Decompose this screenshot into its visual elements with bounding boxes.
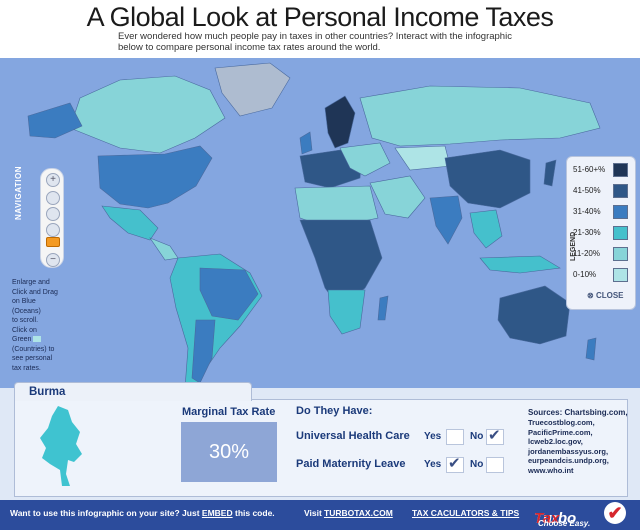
country-kazakhstan[interactable]	[394, 145, 451, 171]
detail-panel-body	[14, 399, 628, 497]
country-tab: Burma	[14, 382, 252, 401]
universal-health-care-label: Universal Health Care	[296, 430, 410, 442]
source-item: www.who.int	[528, 465, 574, 475]
zoom-in-icon[interactable]: +	[46, 173, 60, 187]
source-item: eurpeandcis.undp.org,	[528, 456, 609, 466]
navigation-panel: + − NAVIGATION Enlarge and Click and Dra…	[6, 160, 64, 380]
ocean-swatch-icon	[37, 298, 46, 305]
country-eastern-europe[interactable]	[339, 142, 391, 177]
maternity-no-checkbox[interactable]	[486, 457, 504, 473]
embed-link[interactable]: EMBED	[201, 508, 233, 518]
country-indonesia[interactable]	[479, 255, 561, 274]
source-item: PacificPrime.com,	[528, 427, 593, 437]
country-swatch-icon	[33, 336, 42, 343]
country-uk[interactable]	[299, 131, 313, 155]
country-argentina[interactable]	[191, 319, 216, 384]
maternity-yes-checkbox[interactable]: ✔	[446, 455, 464, 473]
legend-range: 51-60+%	[573, 165, 606, 174]
country-russia[interactable]	[359, 85, 601, 147]
legend-swatch	[613, 247, 628, 261]
legend-range: 21-30%	[573, 228, 601, 237]
country-alaska[interactable]	[27, 102, 83, 139]
country-new-zealand[interactable]	[585, 337, 597, 361]
checkmark-logo-icon: ✔	[604, 502, 626, 524]
page-subtitle: Ever wondered how much people pay in tax…	[118, 31, 512, 53]
turbotax-link[interactable]: TURBOTAX.COM	[324, 508, 393, 518]
country-mexico[interactable]	[101, 205, 159, 241]
checkmark-icon: ✔	[488, 427, 501, 444]
zoom-step-1[interactable]	[46, 191, 60, 205]
health-care-yes-checkbox[interactable]	[446, 429, 464, 445]
zoom-control[interactable]: + −	[40, 168, 64, 268]
source-item: jordanembassyus.org,	[528, 446, 609, 456]
maternity-no-label: No	[470, 459, 484, 470]
brand-tagline: Choose Easy.	[538, 519, 591, 528]
sources-title: Sources: Chartsbing.com,	[528, 408, 628, 417]
zoom-slider-handle[interactable]	[46, 237, 60, 247]
country-southern-africa[interactable]	[327, 289, 366, 335]
maternity-yes-label: Yes	[424, 459, 442, 470]
country-australia[interactable]	[497, 285, 571, 345]
country-china[interactable]	[444, 149, 531, 209]
country-japan[interactable]	[543, 159, 557, 187]
country-name: Burma	[29, 386, 66, 398]
legend-swatch	[613, 184, 628, 198]
source-item: Truecostblog.com,	[528, 418, 595, 427]
country-brazil[interactable]	[199, 267, 259, 321]
zoom-step-2[interactable]	[46, 207, 60, 221]
country-middle-east[interactable]	[369, 175, 426, 219]
header: A Global Look at Personal Income Taxes E…	[0, 0, 640, 58]
legend-swatch	[613, 226, 628, 240]
health-care-no-label: No	[470, 431, 484, 442]
source-item: lcweb2.loc.gov,	[528, 437, 583, 447]
footer: Want to use this infographic on your sit…	[0, 500, 640, 530]
legend-swatch	[613, 163, 628, 177]
legend-range: 11-20%	[573, 249, 600, 258]
sources-list: Truecostblog.com, PacificPrime.com, lcwe…	[528, 418, 632, 476]
marginal-tax-rate-value: 30%	[181, 422, 277, 482]
navigation-label: NAVIGATION	[14, 165, 23, 220]
world-map[interactable]	[0, 58, 640, 388]
legend-swatch	[613, 205, 628, 219]
legend-label: LEGEND	[570, 231, 577, 261]
tax-tips-link[interactable]: TAX CACULATORS & TIPS	[412, 508, 520, 518]
country-southeast-asia[interactable]	[469, 209, 503, 249]
legend-close-button[interactable]: ⊗ CLOSE	[587, 291, 624, 300]
world-map-svg[interactable]	[0, 58, 640, 388]
legend-range: 41-50%	[573, 186, 601, 195]
legend-range: 0-10%	[573, 270, 597, 279]
country-canada[interactable]	[69, 75, 226, 154]
marginal-tax-rate-label: Marginal Tax Rate	[182, 406, 276, 418]
embed-text: Want to use this infographic on your sit…	[10, 508, 275, 518]
legend-swatch	[613, 268, 628, 282]
zoom-step-3[interactable]	[46, 223, 60, 237]
do-they-have-title: Do They Have:	[296, 405, 373, 417]
country-india[interactable]	[429, 195, 463, 245]
country-madagascar[interactable]	[377, 295, 389, 321]
legend: 51-60+% 41-50% 31-40% 21-30% 11-20% 0-10…	[566, 156, 636, 310]
health-care-no-checkbox[interactable]: ✔	[486, 427, 504, 445]
health-care-yes-label: Yes	[424, 431, 442, 442]
country-scandinavia[interactable]	[324, 95, 356, 149]
visit-prefix: Visit	[304, 508, 322, 518]
checkmark-icon: ✔	[448, 455, 461, 472]
country-greenland[interactable]	[214, 62, 291, 117]
legend-range: 31-40%	[573, 207, 601, 216]
country-central-america[interactable]	[149, 237, 179, 261]
navigation-help: Enlarge and Click and Drag on Blue (Ocea…	[12, 279, 58, 372]
paid-maternity-leave-label: Paid Maternity Leave	[296, 458, 406, 470]
zoom-out-icon[interactable]: −	[46, 253, 60, 267]
page-title: A Global Look at Personal Income Taxes	[86, 2, 554, 32]
country-usa[interactable]	[97, 145, 213, 209]
selected-country-shape	[40, 406, 82, 486]
